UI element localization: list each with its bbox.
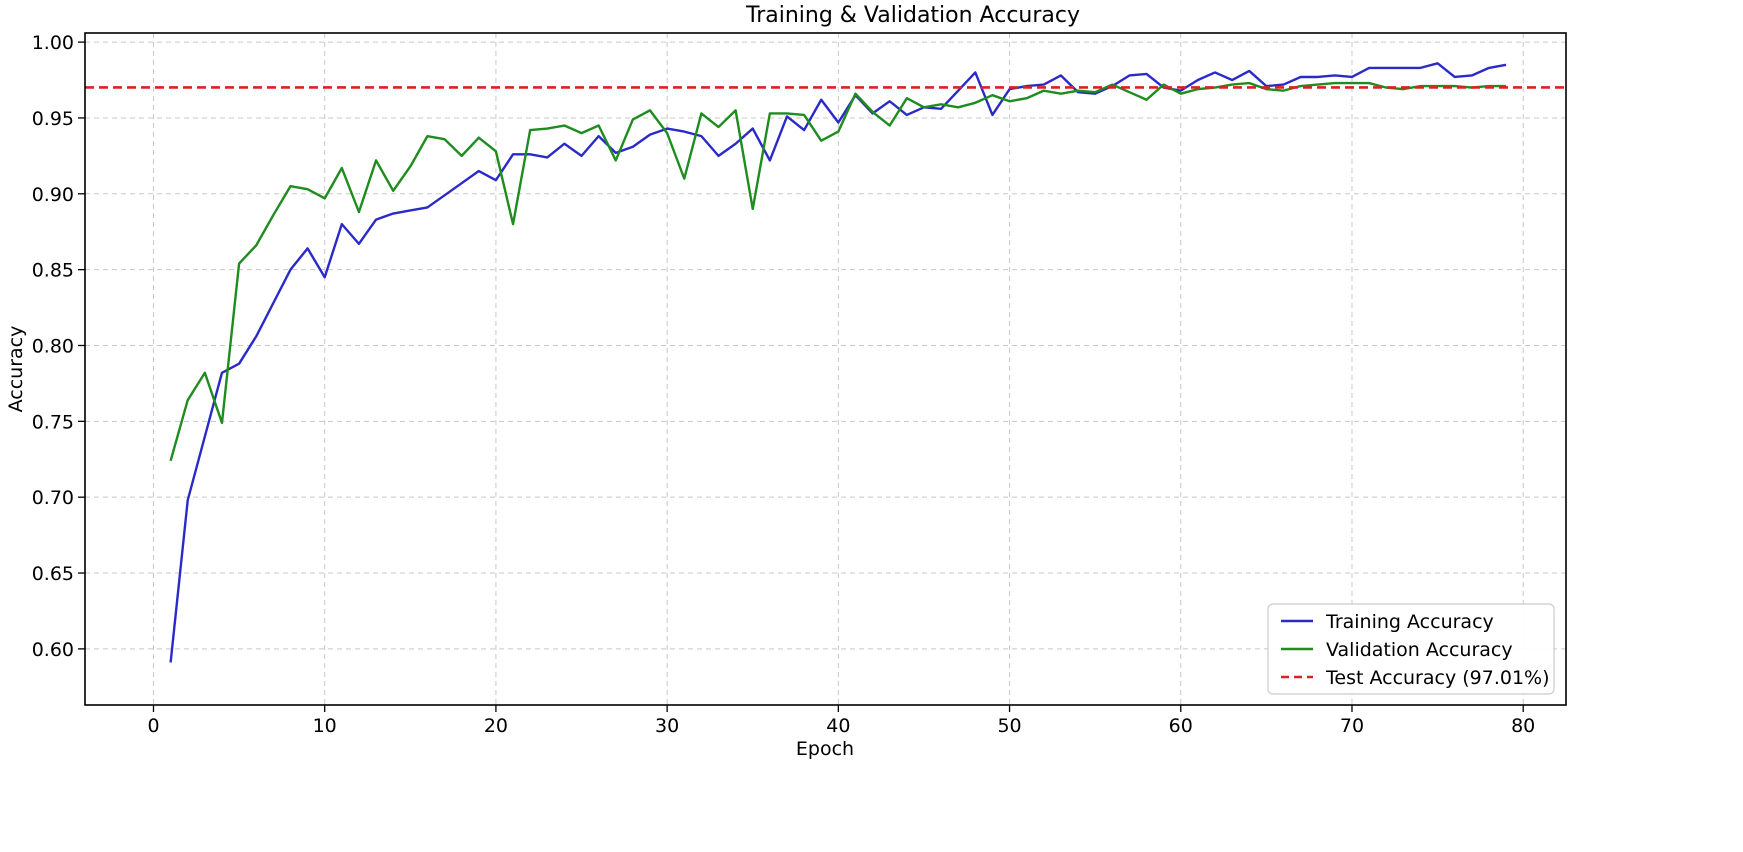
- y-tick-label: 0.65: [32, 563, 74, 585]
- legend-box: [1267, 603, 1555, 695]
- x-tick-label: 70: [1340, 715, 1364, 737]
- y-tick-label: 0.85: [32, 260, 74, 282]
- plot-frame: [84, 32, 1567, 706]
- y-tick-label: 0.95: [32, 108, 74, 130]
- x-axis: 0 10 20 30 40 50 60 70 80: [147, 705, 1535, 737]
- x-tick-label: 30: [655, 715, 679, 737]
- legend-label-training: Training Accuracy: [1325, 611, 1494, 633]
- validation-accuracy-line: [169, 81, 1507, 462]
- legend-label-validation: Validation Accuracy: [1326, 639, 1513, 661]
- y-tick-label: 0.80: [32, 335, 74, 357]
- series-layer: [85, 62, 1566, 663]
- y-tick-label: 0.60: [32, 639, 74, 661]
- y-tick-label: 0.75: [32, 411, 74, 433]
- grid: [85, 33, 1566, 705]
- x-tick-label: 0: [147, 715, 159, 737]
- legend: Training Accuracy Validation Accuracy Te…: [1267, 603, 1555, 695]
- y-axis-label: Accuracy: [5, 326, 27, 413]
- y-tick-label: 1.00: [32, 32, 74, 54]
- y-tick-label: 0.70: [32, 487, 74, 509]
- x-tick-label: 20: [484, 715, 508, 737]
- x-tick-label: 60: [1169, 715, 1193, 737]
- y-tick-label: 0.90: [32, 184, 74, 206]
- x-tick-label: 50: [997, 715, 1021, 737]
- training-accuracy-line: [169, 62, 1507, 663]
- chart-title: Training & Validation Accuracy: [745, 3, 1080, 28]
- x-tick-label: 80: [1511, 715, 1535, 737]
- y-axis: 0.60 0.65 0.70 0.75 0.80 0.85 0.90 0.95 1.00: [32, 32, 85, 661]
- x-tick-label: 40: [826, 715, 850, 737]
- legend-label-test: Test Accuracy (97.01%): [1325, 667, 1550, 689]
- x-axis-label: Epoch: [796, 738, 854, 760]
- x-tick-label: 10: [313, 715, 337, 737]
